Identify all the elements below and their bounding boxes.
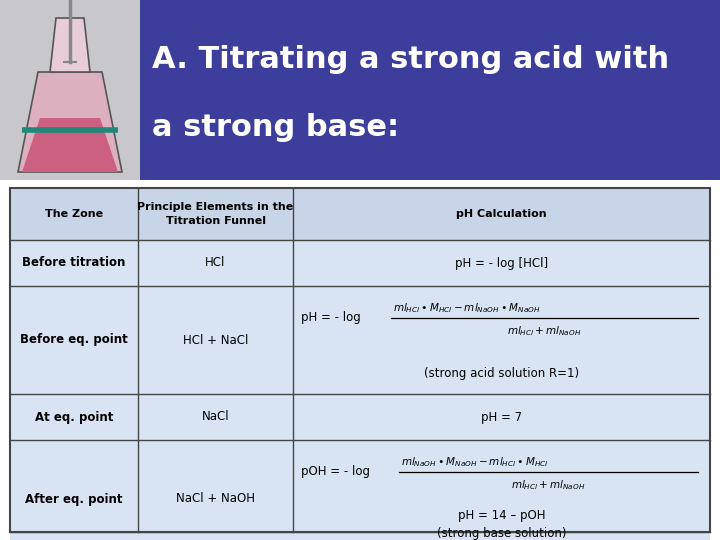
Text: pH Calculation: pH Calculation [456,209,546,219]
Text: After eq. point: After eq. point [25,492,122,505]
Text: $ml_{NaOH} \bullet M_{NaOH} - ml_{HCl} \bullet M_{HCl}$: $ml_{NaOH} \bullet M_{NaOH} - ml_{HCl} \… [401,455,549,469]
Bar [0,0,720,180]
Text: At eq. point: At eq. point [35,410,113,423]
Bar [10,188,710,532]
Text: pH = - log [HCl]: pH = - log [HCl] [455,256,548,269]
Text: pH = 7: pH = 7 [481,410,522,423]
Text: Before titration: Before titration [22,256,126,269]
Bar [0,0,140,180]
Text: pOH = - log: pOH = - log [301,465,370,478]
Text: pH = - log: pH = - log [301,312,361,325]
Text: (strong acid solution R=1): (strong acid solution R=1) [424,368,579,381]
Text: HCl + NaCl: HCl + NaCl [183,334,248,347]
Text: a strong base:: a strong base: [152,113,399,143]
Text: NaCl: NaCl [202,410,229,423]
Text: A. Titrating a strong acid with: A. Titrating a strong acid with [152,45,669,75]
Bar [10,440,710,540]
Text: (strong base solution): (strong base solution) [437,528,566,540]
Bar [10,394,710,440]
Bar [10,286,710,394]
Text: $ml_{HCl} + ml_{NaOH}$: $ml_{HCl} + ml_{NaOH}$ [511,478,585,492]
Polygon shape [50,18,90,72]
Text: Principle Elements in the
Titration Funnel: Principle Elements in the Titration Funn… [138,202,294,226]
Text: pH = 14 – pOH: pH = 14 – pOH [458,509,545,522]
Text: $ml_{HCl} \bullet M_{HCl} - ml_{NaOH} \bullet M_{NaOH}$: $ml_{HCl} \bullet M_{HCl} - ml_{NaOH} \b… [393,301,541,315]
Bar [10,188,710,240]
Text: HCl: HCl [205,256,225,269]
Text: The Zone: The Zone [45,209,103,219]
Text: Before eq. point: Before eq. point [20,334,128,347]
Bar [10,240,710,286]
Polygon shape [22,118,118,172]
Text: $ml_{HCl} + ml_{NaOH}$: $ml_{HCl} + ml_{NaOH}$ [508,324,582,338]
Text: NaCl + NaOH: NaCl + NaOH [176,492,255,505]
Polygon shape [18,72,122,172]
